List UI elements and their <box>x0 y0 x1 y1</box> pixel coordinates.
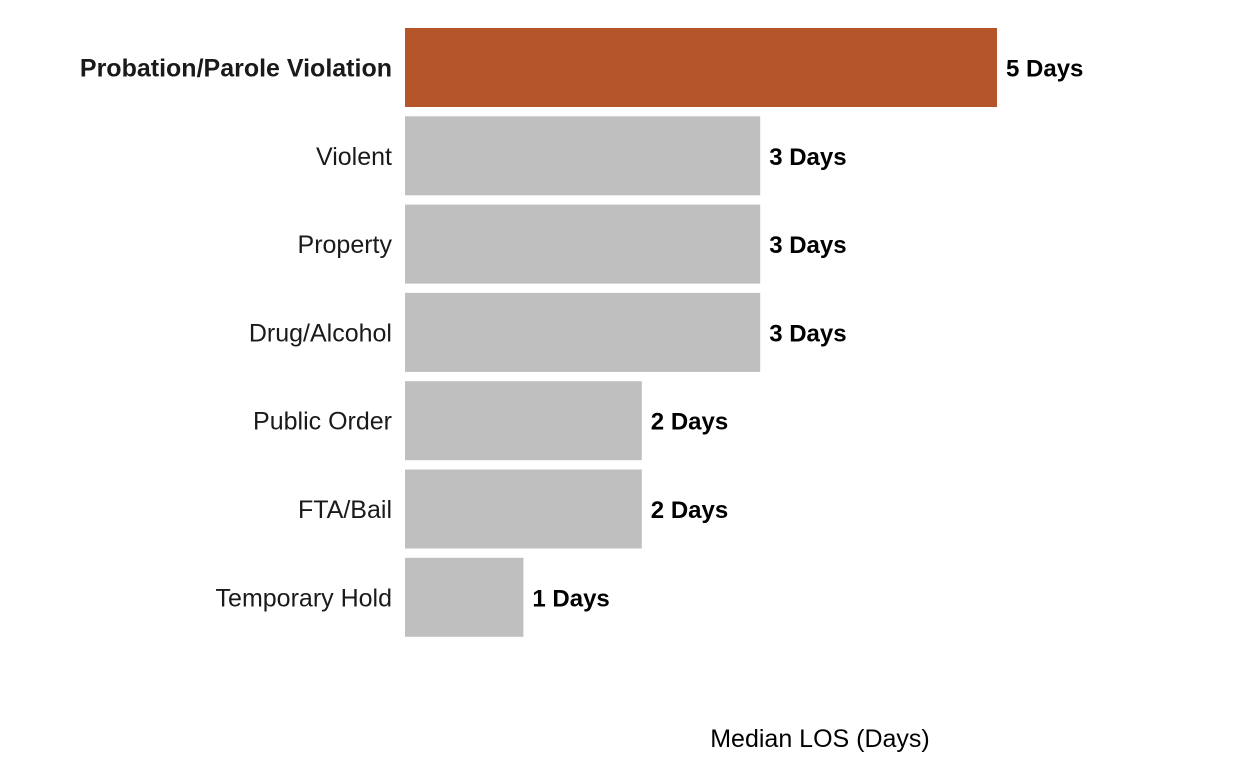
value-labels-group: 5 Days 3 Days 3 Days 3 Days 2 Days 2 Days 1 Da… <box>532 56 1083 613</box>
category-label-3: Drug/Alcohol <box>249 319 392 347</box>
value-label-4: 2 Days <box>651 409 728 436</box>
category-label-6: Temporary Hold <box>216 584 392 612</box>
x-axis-title: Median LOS (Days) <box>710 725 930 753</box>
value-label-6: 1 Days <box>532 585 609 612</box>
value-label-5: 2 Days <box>651 497 728 524</box>
category-label-4: Public Order <box>253 408 392 436</box>
category-labels-group: Probation/Parole Violation Violent Propert… <box>80 55 393 613</box>
bar-0 <box>405 28 997 107</box>
bar-5 <box>405 469 642 549</box>
category-label-0: Probation/Parole Violation <box>80 55 392 83</box>
value-label-1: 3 Days <box>769 144 846 171</box>
bar-6 <box>405 557 524 637</box>
value-label-2: 3 Days <box>769 232 846 259</box>
category-label-5: FTA/Bail <box>298 496 392 524</box>
bars-group <box>405 28 997 637</box>
category-label-2: Property <box>298 231 393 259</box>
value-label-0: 5 Days <box>1006 56 1083 83</box>
category-label-1: Violent <box>316 143 392 171</box>
bar-2 <box>405 204 761 284</box>
bar-1 <box>405 116 761 196</box>
bar-3 <box>405 292 761 372</box>
bar-4 <box>405 381 642 461</box>
value-label-3: 3 Days <box>769 320 846 347</box>
